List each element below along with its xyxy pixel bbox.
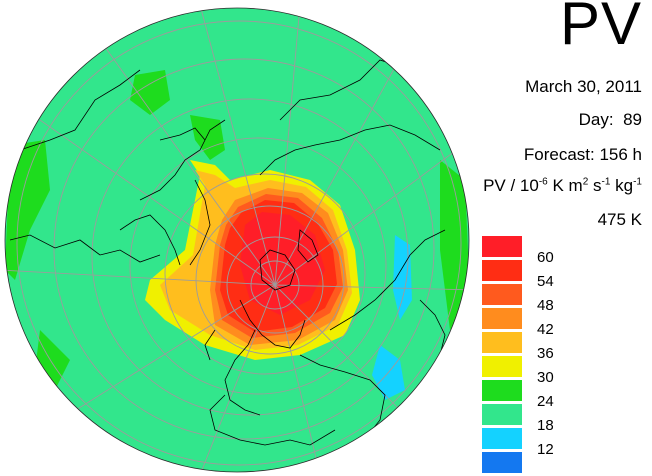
polar-pv-map <box>4 7 470 473</box>
graticule <box>5 8 469 472</box>
legend-swatch <box>482 380 522 401</box>
legend-label: 60 <box>537 249 554 266</box>
page-title: PV <box>559 0 642 57</box>
day-value: 89 <box>623 110 642 129</box>
legend-swatch <box>482 308 522 329</box>
forecast-readout: Forecast: 156 h <box>524 145 642 165</box>
legend-label: 48 <box>537 297 554 314</box>
legend-label: 12 <box>537 441 554 458</box>
legend-swatch <box>482 404 522 425</box>
legend-swatch <box>482 356 522 377</box>
legend-label: 54 <box>537 273 554 290</box>
units-label: PV / 10-6 K m2 s-1 kg-1 <box>483 176 642 196</box>
legend-swatch <box>482 452 522 473</box>
pv-green-patch-west <box>5 140 50 280</box>
units-exp4: -1 <box>633 176 642 188</box>
legend-label: 18 <box>537 417 554 434</box>
forecast-value: 156 h <box>599 145 642 164</box>
legend-swatch <box>482 428 522 449</box>
units-prefix: PV / 10 <box>483 176 539 195</box>
pv-green-patch-east <box>440 160 469 330</box>
units-exp1: -6 <box>538 176 548 188</box>
forecast-label: Forecast: <box>523 145 595 164</box>
legend-label: 30 <box>537 369 554 386</box>
legend-label: 24 <box>537 393 554 410</box>
legend-swatch <box>482 284 522 305</box>
day-readout: Day: 89 <box>579 110 642 130</box>
units-exp2: 2 <box>582 176 589 188</box>
color-legend: 60 54 48 42 36 30 24 18 12 <box>482 236 582 476</box>
legend-label: 42 <box>537 321 554 338</box>
legend-label: 36 <box>537 345 554 362</box>
legend-swatch <box>482 260 522 281</box>
pv-low-patch-east <box>393 235 412 320</box>
date-label: March 30, 2011 <box>525 77 642 96</box>
coastlines <box>9 59 446 446</box>
legend-swatch <box>482 236 522 257</box>
units-mid1: K m <box>547 176 583 195</box>
pv-green-patch-north <box>130 70 170 115</box>
pv-contour-60 <box>240 212 325 315</box>
map-disk-outline <box>4 7 470 473</box>
legend-swatch <box>482 332 522 353</box>
units-mid3: kg <box>610 176 634 195</box>
units-exp3: -1 <box>601 176 611 188</box>
level-label: 475 K <box>597 210 642 229</box>
units-mid2: s <box>588 176 602 195</box>
day-label: Day: <box>578 110 614 129</box>
